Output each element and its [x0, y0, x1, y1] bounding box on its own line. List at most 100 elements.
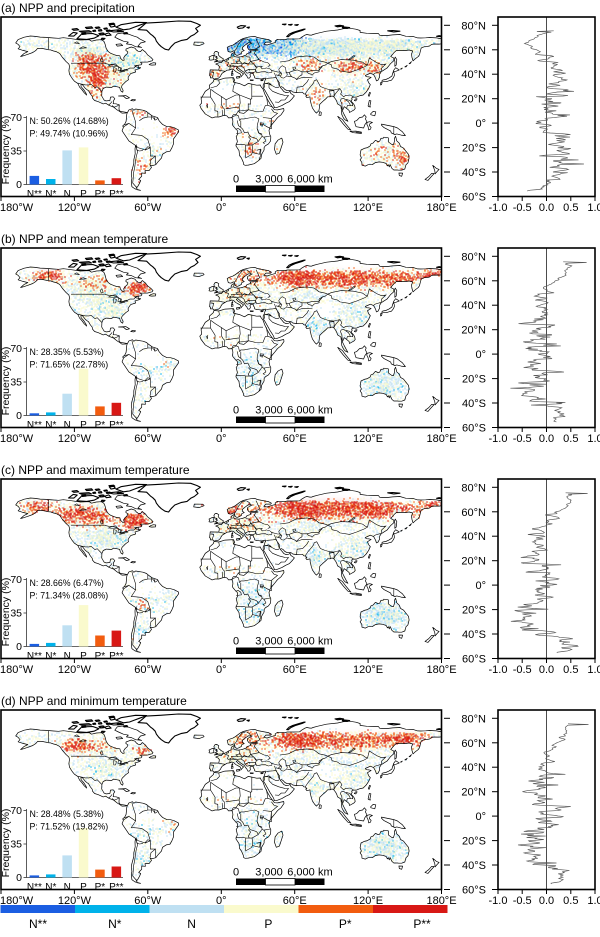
- svg-text:40°S: 40°S: [462, 629, 486, 641]
- svg-text:6,000: 6,000: [287, 867, 315, 879]
- svg-text:N: N: [64, 420, 71, 431]
- svg-text:N*: N*: [45, 651, 56, 662]
- svg-text:N**: N**: [27, 651, 42, 662]
- svg-text:N: N: [187, 917, 196, 931]
- svg-text:0°: 0°: [475, 349, 486, 361]
- svg-text:120°W: 120°W: [58, 433, 92, 445]
- svg-text:60°N: 60°N: [461, 507, 486, 519]
- svg-text:60°S: 60°S: [462, 192, 486, 204]
- svg-text:60°S: 60°S: [462, 423, 486, 435]
- svg-text:0.5: 0.5: [563, 202, 578, 214]
- svg-text:60°N: 60°N: [461, 276, 486, 288]
- svg-text:40°N: 40°N: [461, 300, 486, 312]
- svg-text:-1.0: -1.0: [489, 433, 508, 445]
- svg-text:Frequency (%): Frequency (%): [0, 578, 12, 647]
- svg-text:(b) NPP and mean temperature: (b) NPP and mean temperature: [1, 232, 169, 246]
- svg-text:N*: N*: [45, 882, 56, 893]
- svg-text:180°W: 180°W: [0, 202, 34, 214]
- svg-text:N: N: [64, 189, 71, 200]
- svg-text:120°W: 120°W: [58, 895, 92, 907]
- svg-text:6,000: 6,000: [287, 405, 315, 417]
- svg-text:P*: P*: [95, 651, 106, 662]
- svg-text:P: 71.65% (22.78%): P: 71.65% (22.78%): [30, 360, 109, 370]
- svg-text:0.5: 0.5: [563, 895, 578, 907]
- svg-text:N*: N*: [45, 189, 56, 200]
- svg-text:20°N: 20°N: [461, 325, 486, 337]
- svg-text:120°E: 120°E: [353, 895, 383, 907]
- svg-text:0.0: 0.0: [539, 202, 554, 214]
- svg-text:1.0: 1.0: [587, 433, 600, 445]
- svg-text:35: 35: [10, 608, 22, 620]
- svg-text:N: 28.35% (5.53%): N: 28.35% (5.53%): [30, 347, 104, 357]
- svg-text:-0.5: -0.5: [513, 664, 532, 676]
- svg-text:0°: 0°: [216, 895, 227, 907]
- svg-text:0.0: 0.0: [539, 433, 554, 445]
- svg-text:N: N: [64, 651, 71, 662]
- svg-text:60°N: 60°N: [461, 738, 486, 750]
- svg-text:0: 0: [16, 641, 22, 653]
- svg-text:180°E: 180°E: [426, 895, 456, 907]
- svg-text:km: km: [318, 174, 333, 186]
- svg-text:N*: N*: [108, 917, 122, 931]
- svg-text:40°S: 40°S: [462, 860, 486, 872]
- svg-text:60°S: 60°S: [462, 654, 486, 666]
- svg-text:60°N: 60°N: [461, 45, 486, 57]
- svg-text:180°E: 180°E: [426, 433, 456, 445]
- svg-text:0.0: 0.0: [539, 895, 554, 907]
- svg-text:N: 28.66% (6.47%): N: 28.66% (6.47%): [30, 578, 104, 588]
- svg-text:3,000: 3,000: [255, 867, 283, 879]
- svg-text:N: 50.26% (14.68%): N: 50.26% (14.68%): [30, 116, 109, 126]
- svg-text:1.0: 1.0: [587, 664, 600, 676]
- svg-text:0: 0: [16, 410, 22, 422]
- svg-text:60°S: 60°S: [462, 885, 486, 897]
- svg-text:20°N: 20°N: [461, 787, 486, 799]
- svg-text:80°N: 80°N: [461, 251, 486, 263]
- svg-text:P: 49.74% (10.96%): P: 49.74% (10.96%): [30, 129, 109, 139]
- svg-text:80°N: 80°N: [461, 713, 486, 725]
- svg-text:40°N: 40°N: [461, 69, 486, 81]
- svg-text:N**: N**: [27, 420, 42, 431]
- svg-text:(c) NPP and maximum temperatur: (c) NPP and maximum temperature: [1, 463, 190, 477]
- svg-text:70: 70: [10, 805, 22, 817]
- svg-text:km: km: [318, 405, 333, 417]
- svg-text:6,000: 6,000: [287, 636, 315, 648]
- svg-text:20°S: 20°S: [462, 374, 486, 386]
- svg-text:N: 28.48% (5.38%): N: 28.48% (5.38%): [30, 809, 104, 819]
- svg-text:0.0: 0.0: [539, 664, 554, 676]
- svg-text:3,000: 3,000: [255, 174, 283, 186]
- svg-text:P**: P**: [109, 651, 124, 662]
- svg-text:0: 0: [233, 174, 239, 186]
- svg-text:Frequency (%): Frequency (%): [0, 809, 12, 878]
- svg-text:120°E: 120°E: [353, 664, 383, 676]
- svg-text:3,000: 3,000: [255, 636, 283, 648]
- svg-text:0: 0: [16, 179, 22, 191]
- svg-text:P**: P**: [109, 882, 124, 893]
- svg-text:0.5: 0.5: [563, 664, 578, 676]
- svg-text:70: 70: [10, 574, 22, 586]
- svg-text:P: P: [80, 882, 87, 893]
- svg-text:km: km: [318, 867, 333, 879]
- svg-text:-1.0: -1.0: [489, 202, 508, 214]
- svg-text:35: 35: [10, 146, 22, 158]
- svg-text:40°N: 40°N: [461, 531, 486, 543]
- svg-text:P*: P*: [95, 189, 106, 200]
- svg-text:0°: 0°: [475, 811, 486, 823]
- svg-text:20°S: 20°S: [462, 836, 486, 848]
- svg-text:20°N: 20°N: [461, 94, 486, 106]
- svg-text:-0.5: -0.5: [513, 433, 532, 445]
- svg-text:Frequency (%): Frequency (%): [0, 116, 12, 185]
- svg-text:0.5: 0.5: [563, 433, 578, 445]
- svg-text:km: km: [318, 636, 333, 648]
- svg-text:P: 71.52% (19.82%): P: 71.52% (19.82%): [30, 822, 109, 832]
- svg-text:120°E: 120°E: [353, 433, 383, 445]
- svg-text:180°W: 180°W: [0, 433, 34, 445]
- svg-text:P: 71.34% (28.08%): P: 71.34% (28.08%): [30, 591, 109, 601]
- svg-text:0: 0: [233, 867, 239, 879]
- svg-text:60°E: 60°E: [283, 664, 307, 676]
- svg-text:60°E: 60°E: [283, 895, 307, 907]
- svg-text:P: P: [264, 917, 272, 931]
- svg-text:80°N: 80°N: [461, 482, 486, 494]
- svg-text:35: 35: [10, 377, 22, 389]
- svg-text:N: N: [64, 882, 71, 893]
- svg-text:20°S: 20°S: [462, 605, 486, 617]
